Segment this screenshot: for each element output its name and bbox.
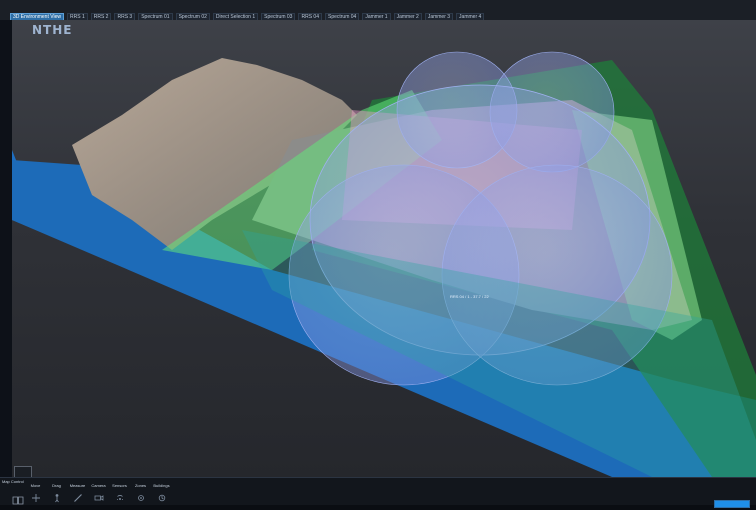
tool-camera[interactable]: Camera [88,483,109,503]
tool-label: Move [30,483,41,488]
app-logo: NTHE [32,23,73,37]
panel-title: Map Control [2,479,24,484]
tool-label: Sensors [112,483,127,488]
drag-person-icon[interactable] [52,493,62,503]
tool-label: Buildings [153,483,170,488]
tool-label: Measure [69,483,86,488]
crosshair-icon[interactable] [31,493,41,503]
tool-label: Drag [52,483,61,488]
status-control[interactable] [714,500,750,508]
tool-sensors[interactable]: Sensors [109,483,130,503]
building-icon[interactable] [157,493,167,503]
sensors-icon[interactable] [115,493,125,503]
tool-measure[interactable]: Measure [67,483,88,503]
tool-label: Zones [134,483,147,488]
terrain-mountains [72,58,357,250]
map-control-panel: Map Control Move Drag Measure Camera Sensors… [0,477,756,508]
coverage-sphere-bottom-right [441,164,673,386]
compass-widget[interactable] [14,466,32,477]
tool-move[interactable]: Move [25,483,46,503]
zone-icon[interactable] [136,493,146,503]
map-tools: Move Drag Measure Camera Sensors Zones Buildin… [25,483,172,503]
tool-zones[interactable]: Zones [130,483,151,503]
3d-map-viewport[interactable]: NTHE RRS 04 / 1 - 37.7 / 22 [12,20,756,477]
sensor-center-label: RRS 04 / 1 - 37.7 / 22 [450,294,489,299]
teal-zone [242,230,756,477]
book-icon[interactable] [12,492,24,505]
camera-icon[interactable] [94,493,104,503]
top-tab-bar: 3D Environment View RRS 1 RRS 2 RRS 3 Spectr… [0,0,756,21]
ruler-icon[interactable] [73,493,83,503]
tool-label: Camera [91,483,106,488]
tool-buildings[interactable]: Buildings [151,483,172,503]
tool-drag[interactable]: Drag [46,483,67,503]
terrain-scene[interactable] [12,20,756,477]
